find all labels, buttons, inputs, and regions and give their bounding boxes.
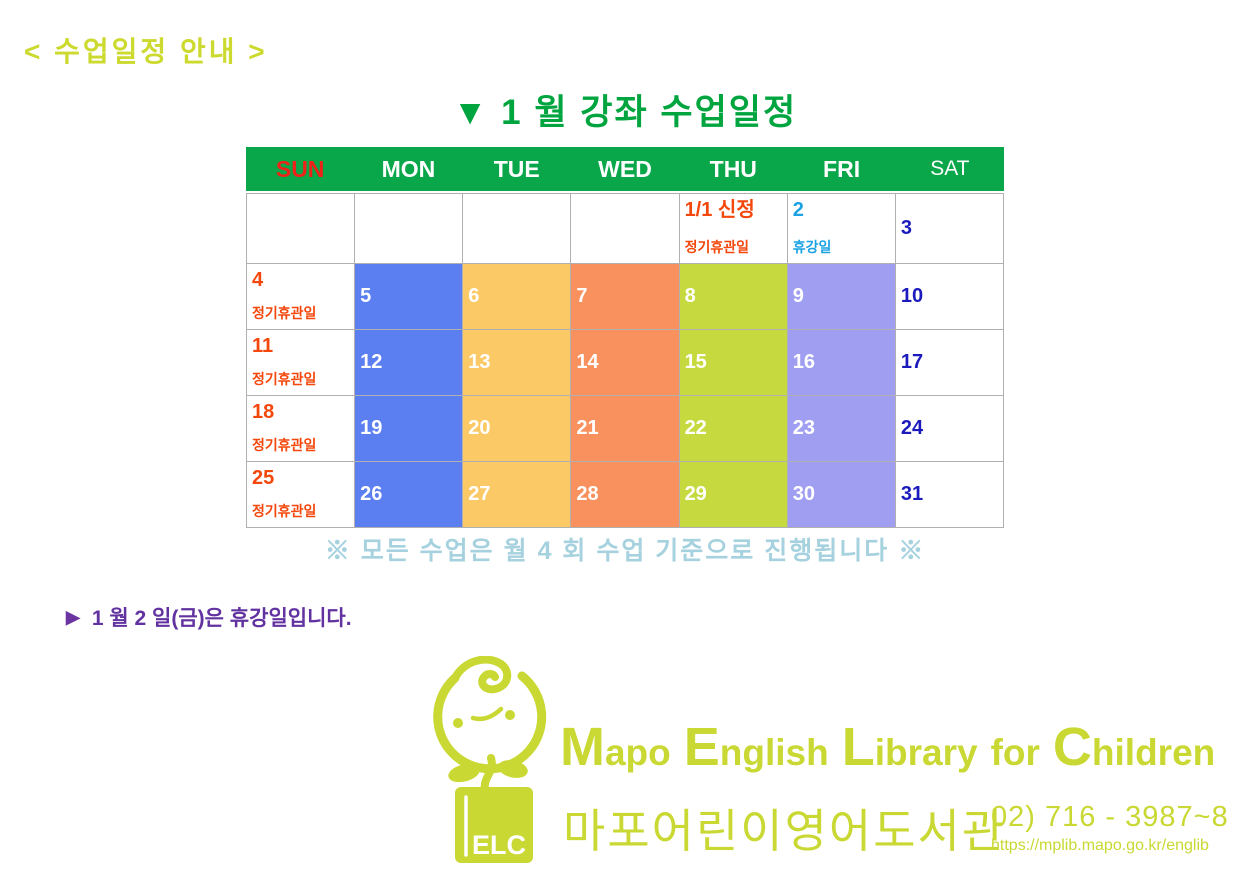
- library-korean-name: 마포어린이영어도서관: [563, 805, 1007, 857]
- calendar-cell: 22: [679, 396, 788, 462]
- calendar-cell: 8: [679, 264, 788, 330]
- calendar-cell: 7: [571, 264, 680, 330]
- calendar-footnote: ※ 모든 수업은 월 4 회 수업 기준으로 진행됩니다 ※: [324, 537, 926, 565]
- calendar-cell: 19: [355, 396, 464, 462]
- website-url: https://mplib.mapo.go.kr/englib: [991, 837, 1209, 854]
- calendar-week: 25 정기휴관일 26 27 28 29 30 31: [247, 462, 1004, 528]
- notice-arrow-icon: ▶: [66, 606, 80, 627]
- calendar-cell: [571, 194, 680, 264]
- holiday-notice: ▶ 1 월 2 일(금)은 휴강일입니다.: [66, 602, 352, 632]
- elc-text: ELC: [472, 830, 526, 860]
- calendar-cell: 13: [463, 330, 572, 396]
- calendar-cell: 17: [895, 330, 1004, 396]
- logo-word: Mapo: [560, 717, 671, 777]
- calendar-day-header-row: SUN MON TUE WED THU FRI SAT: [246, 147, 1004, 191]
- calendar-cell: 27: [463, 462, 572, 528]
- calendar-cell: 21: [571, 396, 680, 462]
- calendar-week: 4 정기휴관일 5 6 7 8 9 10: [247, 264, 1004, 330]
- calendar-cell: 11 정기휴관일: [247, 330, 356, 396]
- calendar-cell: 30: [787, 462, 896, 528]
- calendar-cell: 9: [787, 264, 896, 330]
- calendar-cell-jan2: 2 휴강일: [787, 194, 896, 264]
- phone-number: 02) 716 - 3987~8: [991, 801, 1229, 833]
- calendar-cell: 24: [895, 396, 1004, 462]
- calendar-cell: [355, 194, 464, 264]
- calendar-cell: 29: [679, 462, 788, 528]
- calendar-cell: 18 정기휴관일: [247, 396, 356, 462]
- logo-word: Children: [1052, 717, 1216, 777]
- calendar: SUN MON TUE WED THU FRI SAT 1/1 신정 정기휴관일…: [246, 147, 1004, 528]
- calendar-cell: 26: [355, 462, 464, 528]
- logo-word: Library: [841, 717, 978, 777]
- calendar-grid: 1/1 신정 정기휴관일 2 휴강일 3 4 정기휴관일 5 6 7 8 9: [246, 193, 1004, 528]
- day-header-thu: THU: [709, 155, 757, 182]
- calendar-week: 18 정기휴관일 19 20 21 22 23 24: [247, 396, 1004, 462]
- calendar-cell: 6: [463, 264, 572, 330]
- day-header-mon: MON: [381, 155, 436, 182]
- calendar-cell: 4 정기휴관일: [247, 264, 356, 330]
- day-header-fri: FRI: [823, 155, 861, 182]
- day-header-sat: SAT: [930, 157, 970, 180]
- calendar-cell: 28: [571, 462, 680, 528]
- calendar-cell: 5: [355, 264, 464, 330]
- logo-wordmark: Mapo English Library for Children: [560, 716, 1250, 778]
- calendar-cell: 16: [787, 330, 896, 396]
- day-header-tue: TUE: [493, 155, 540, 182]
- calendar-cell: 10: [895, 264, 1004, 330]
- notice-text: 1 월 2 일(금)은 휴강일입니다.: [91, 607, 352, 630]
- calendar-cell: 3: [895, 194, 1004, 264]
- day-header-sun: SUN: [275, 155, 325, 182]
- calendar-cell: 15: [679, 330, 788, 396]
- calendar-cell: [247, 194, 356, 264]
- page-title: ▼ 1 월 강좌 수업일정: [452, 93, 798, 132]
- calendar-cell: 25 정기휴관일: [247, 462, 356, 528]
- book-shape: [455, 787, 533, 863]
- calendar-week: 1/1 신정 정기휴관일 2 휴강일 3: [247, 194, 1004, 264]
- logo-word: English: [683, 717, 829, 777]
- elc-mascot-logo: ELC: [433, 656, 547, 863]
- calendar-cell: 14: [571, 330, 680, 396]
- calendar-cell: 12: [355, 330, 464, 396]
- logo-word: for: [990, 732, 1040, 773]
- mascot-face-and-body: [448, 710, 533, 863]
- calendar-cell: 20: [463, 396, 572, 462]
- mascot-head: [433, 656, 547, 793]
- day-header-wed: WED: [598, 155, 652, 182]
- page-label: < 수업일정 안내 >: [24, 36, 268, 67]
- calendar-cell: 23: [787, 396, 896, 462]
- calendar-week: 11 정기휴관일 12 13 14 15 16 17: [247, 330, 1004, 396]
- calendar-cell: [463, 194, 572, 264]
- calendar-cell: 31: [895, 462, 1004, 528]
- calendar-cell-jan1: 1/1 신정 정기휴관일: [679, 194, 788, 264]
- contact-block: 02) 716 - 3987~8 https://mplib.mapo.go.k…: [991, 801, 1229, 855]
